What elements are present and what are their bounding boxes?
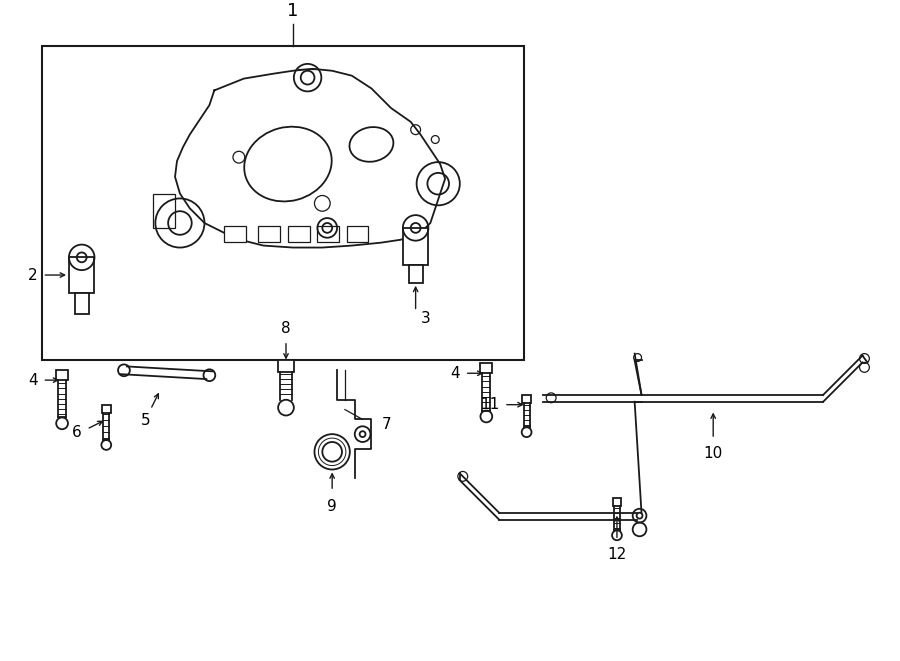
Bar <box>346 226 368 242</box>
Bar <box>288 226 310 242</box>
Text: 3: 3 <box>420 311 430 326</box>
Text: 9: 9 <box>328 499 337 514</box>
Bar <box>224 226 246 242</box>
Text: 4: 4 <box>450 366 460 381</box>
Bar <box>409 265 422 283</box>
Text: 8: 8 <box>281 321 291 336</box>
Bar <box>258 226 280 242</box>
Text: 11: 11 <box>480 397 500 412</box>
Bar <box>56 370 68 380</box>
Text: 6: 6 <box>72 424 82 440</box>
Text: 7: 7 <box>382 417 391 432</box>
Ellipse shape <box>349 127 393 162</box>
Bar <box>522 395 531 403</box>
Ellipse shape <box>244 127 332 202</box>
Text: 5: 5 <box>140 412 150 428</box>
Text: 2: 2 <box>28 268 38 282</box>
Text: 12: 12 <box>608 547 626 562</box>
Bar <box>613 498 621 506</box>
Bar <box>481 364 492 373</box>
Bar <box>75 293 88 315</box>
Bar <box>153 194 175 228</box>
Text: 1: 1 <box>287 2 299 20</box>
Text: 10: 10 <box>704 446 723 461</box>
Text: 4: 4 <box>28 373 38 387</box>
Bar <box>69 257 94 293</box>
Bar <box>102 405 111 412</box>
Bar <box>278 360 293 372</box>
Bar <box>42 46 524 360</box>
Bar <box>318 226 339 242</box>
Bar <box>403 228 428 265</box>
